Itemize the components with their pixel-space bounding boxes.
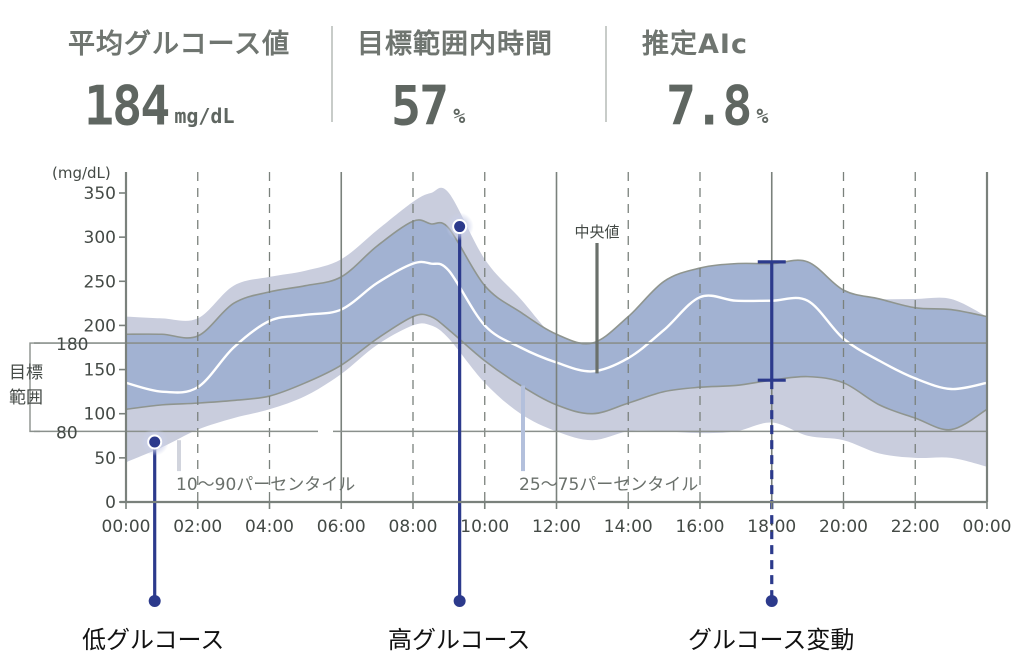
y-tick-label: 150 [84,361,116,381]
band-p75-edge [125,219,988,345]
stat-value: 57% [391,74,553,138]
stat-estimated-a1c: 推定AIc 7.8% [642,22,769,138]
high-glucose-marker-point [452,219,468,235]
p10-p90-label: 10〜90パーセンタイル [176,475,355,495]
x-tick-label: 16:00 [676,517,725,537]
stat-number: 7.8 [666,74,752,138]
y-tick-label: 300 [84,228,116,248]
caption-glucose-variability: グルコース変動 [688,626,855,654]
y-tick-label: 250 [84,272,116,292]
target-range-label: 目標 [9,363,43,383]
band-p25-edge [125,313,988,431]
y-tick-label: 50 [94,449,116,469]
stat-unit: % [453,104,466,128]
target-range-bracket [29,342,40,433]
variability-anchor [765,595,778,607]
stat-unit: % [756,104,769,128]
stat-number: 57 [391,74,449,138]
x-tick-label: 08:00 [389,517,438,537]
p25-p75-pointer [521,385,525,472]
y-tick-label: 200 [84,316,116,336]
y-tick-label: 100 [84,405,116,425]
x-tick-label: 18:00 [747,517,796,537]
x-tick-label: 22:00 [891,517,940,537]
x-tick-label: 00:00 [963,517,1012,537]
stat-label: 推定AIc [642,29,748,60]
stat-unit: mg/dL [174,104,235,128]
low-glucose-marker-anchor [148,595,161,607]
stat-number: 184 [84,74,170,138]
y-tick-label: 350 [84,184,116,204]
stat-divider [605,26,607,122]
stat-label: 平均グルコース値 [68,29,291,60]
chart-axes: 0 50 100 150 200 250 300 350 (mg/dL) 00:00 02:00 04… [9,164,1012,537]
p10-p90-pointer [177,440,181,472]
stat-value: 184 mg/dL [84,74,290,138]
stat-divider [331,26,333,122]
caption-low-glucose: 低グルコース [82,626,225,654]
stat-mean-glucose: 平均グルコース値 184 mg/dL [68,22,291,138]
y-tick-label: 0 [105,493,116,513]
high-glucose-marker-anchor [453,595,466,607]
x-tick-label: 02:00 [173,517,222,537]
x-tick-label: 06:00 [317,517,366,537]
x-tick-label: 00:00 [102,517,151,537]
target-high-label: 180 [56,335,88,355]
median-callout-label: 中央値 [574,223,619,241]
caption-high-glucose: 高グルコース [388,626,531,654]
stats-header: 平均グルコース値 184 mg/dL 目標範囲内時間 57% 推定AIc 7.8% [0,0,1017,140]
x-tick-label: 12:00 [532,517,581,537]
x-tick-label: 14:00 [604,517,653,537]
median-line [125,260,988,394]
low-glucose-marker-point [147,434,163,450]
x-tick-label: 10:00 [460,517,509,537]
stat-label: 目標範囲内時間 [357,29,553,60]
y-unit-label: (mg/dL) [52,164,111,182]
chart-markers [140,212,786,607]
stat-value: 7.8% [666,74,769,138]
chart-annotations: 中央値 10〜90パーセンタイル 25〜75パーセンタイル [176,223,698,495]
target-low-label: 80 [56,423,78,443]
stat-time-in-range: 目標範囲内時間 57% [357,22,553,138]
p25-p75-label: 25〜75パーセンタイル [519,475,698,495]
x-tick-label: 04:00 [245,517,294,537]
x-tick-label: 20:00 [819,517,868,537]
target-range-label: 範囲 [9,388,43,408]
